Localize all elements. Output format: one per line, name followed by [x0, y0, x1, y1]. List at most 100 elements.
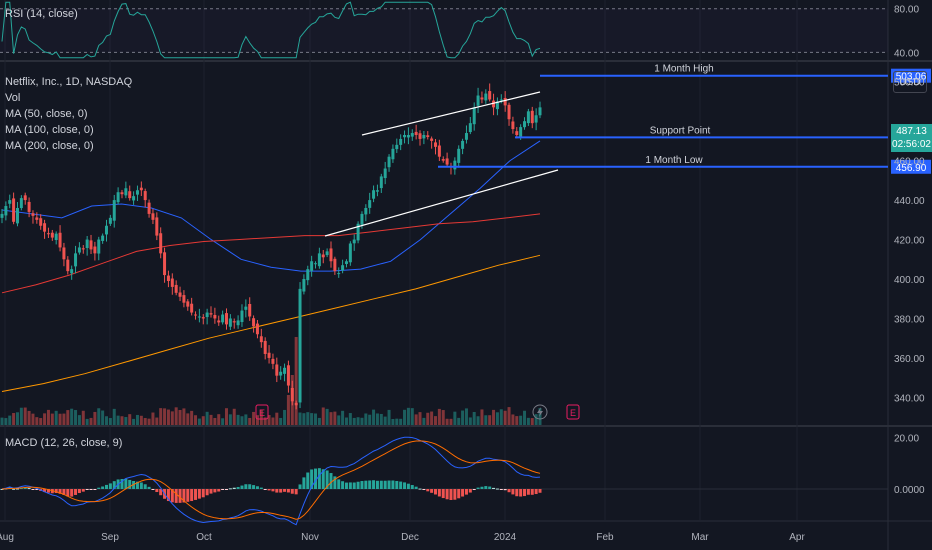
candle-body [244, 306, 248, 310]
candle-body [476, 95, 480, 106]
volume-bar [430, 411, 434, 425]
volume-bar [15, 412, 19, 425]
macd-hist-bar [108, 483, 112, 489]
earnings-icon[interactable] [255, 404, 269, 420]
macd-hist-bar [499, 489, 503, 490]
volume-bar [399, 418, 403, 425]
volume-bar [85, 418, 89, 425]
macd-hist-bar [468, 489, 472, 493]
macd-hist-bar [197, 489, 201, 499]
candle-body [74, 253, 78, 267]
volume-bar [283, 409, 287, 425]
candle-body [267, 352, 271, 358]
candle-body [271, 358, 275, 364]
macd-hist-bar [325, 470, 329, 489]
candle-body [453, 160, 457, 170]
macd-hist-bar [46, 489, 50, 493]
candle-body [159, 233, 163, 254]
channel-upper-line [361, 91, 541, 136]
volume-bar [422, 417, 426, 425]
candle-body [209, 313, 213, 315]
volume-bar [441, 410, 445, 425]
price-tick: 400.00 [894, 275, 925, 286]
earnings-icon[interactable] [566, 404, 580, 420]
macd-hist-bar [240, 485, 244, 489]
volume-bar [89, 417, 93, 425]
candle-body [426, 135, 430, 137]
volume-bar [240, 416, 244, 425]
volume-bar [461, 410, 465, 425]
candle-body [248, 303, 252, 317]
macd-hist-bar [209, 489, 213, 494]
macd-hist-bar [205, 489, 209, 496]
volume-bar [105, 416, 109, 425]
candle-body [194, 314, 198, 316]
candle-body [302, 279, 306, 292]
macd-hist-bar [445, 489, 449, 500]
macd-hist-bar [418, 488, 422, 490]
current-price-badge: 487.13 02:56:02 [891, 124, 932, 152]
candle-body [468, 123, 472, 133]
candle-body [341, 265, 345, 271]
volume-bar [406, 407, 410, 425]
volume-bar [174, 407, 178, 425]
volume-bar [124, 417, 128, 425]
macd-hist-bar [15, 488, 19, 490]
candle-body [298, 288, 302, 403]
volume-bar [503, 410, 507, 425]
macd-hist-bar [70, 489, 74, 497]
date-tick: Mar [691, 532, 709, 543]
macd-hist-bar [213, 489, 217, 493]
volume-bar [221, 418, 225, 425]
volume-bar [321, 407, 325, 425]
macd-hist-bar [286, 489, 290, 493]
macd-hist-bar [290, 489, 294, 494]
macd-tick: 0.0000 [894, 485, 925, 496]
macd-hist-bar [453, 489, 457, 500]
macd-hist-bar [112, 481, 116, 489]
candle-body [4, 206, 8, 216]
volume-bar [50, 413, 54, 425]
macd-hist-bar [538, 489, 542, 493]
candle-body [290, 387, 294, 402]
macd-line [1, 436, 541, 526]
macd-hist-bar [271, 489, 275, 492]
candle-body [15, 207, 19, 224]
candle-body [356, 223, 360, 241]
channel-lower-line [324, 169, 559, 237]
candle-body [54, 233, 58, 241]
volume-bar [74, 410, 78, 425]
macd-hist-bar [488, 486, 492, 489]
macd-hist-bar [85, 489, 89, 490]
macd-hist-bar [283, 489, 287, 492]
macd-hist-bar [54, 489, 58, 494]
volume-bar [147, 418, 151, 425]
ma-line-0 [1, 140, 541, 272]
volume-bar [279, 417, 283, 425]
candle-body [399, 138, 403, 145]
volume-bar [128, 414, 132, 425]
volume-bar [530, 418, 534, 425]
macd-hist-bar [232, 487, 236, 489]
volume-bar [252, 411, 256, 425]
candle-body [403, 134, 407, 138]
trend-channel[interactable] [324, 91, 559, 237]
volume-bar [495, 412, 499, 425]
macd-hist-bar [298, 484, 302, 489]
macd-hist-bar [182, 489, 186, 503]
macd-hist-bar [449, 489, 453, 501]
volume-bar [364, 413, 368, 425]
dividend-icon[interactable] [532, 404, 548, 420]
date-tick: Dec [401, 532, 419, 543]
currency-button[interactable]: USD [893, 71, 927, 93]
candle-body [224, 313, 228, 325]
volume-bar [298, 412, 302, 425]
volume-bar [43, 413, 47, 425]
candle-body [89, 240, 93, 250]
candle-body [23, 195, 27, 201]
volume-bar [263, 417, 267, 425]
